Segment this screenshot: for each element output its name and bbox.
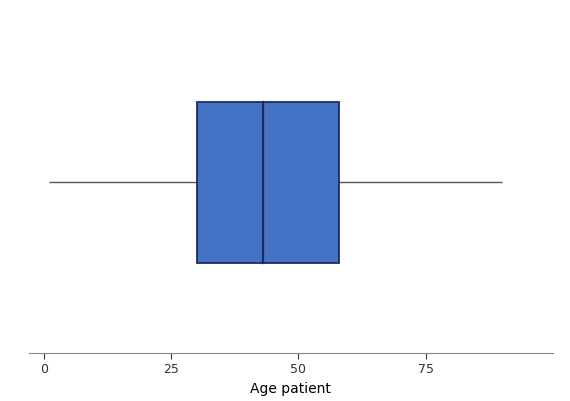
X-axis label: Age patient: Age patient [250,382,331,396]
Bar [197,101,339,263]
